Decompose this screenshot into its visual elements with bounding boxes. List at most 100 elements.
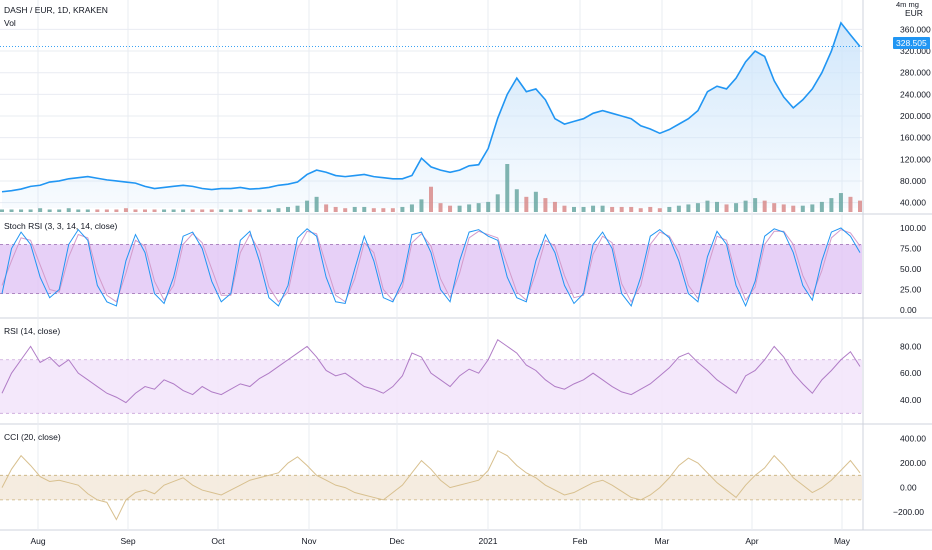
price-axis-label: 200.000 bbox=[900, 111, 931, 121]
volume-bar bbox=[467, 204, 472, 212]
volume-bar bbox=[724, 204, 729, 212]
volume-bar bbox=[381, 208, 386, 212]
stoch-axis-label: 0.00 bbox=[900, 305, 917, 315]
volume-bar bbox=[533, 191, 538, 212]
price-axis-label: 320.000 bbox=[900, 46, 931, 56]
volume-bar bbox=[610, 206, 615, 212]
volume-bar bbox=[619, 206, 624, 212]
volume-bar bbox=[438, 203, 443, 212]
cci-line bbox=[1, 450, 861, 521]
volume-bar bbox=[495, 194, 500, 212]
volume-bar bbox=[219, 209, 224, 212]
volume-bar bbox=[848, 196, 853, 212]
rsi-line bbox=[1, 338, 861, 404]
x-tick-label: Oct bbox=[211, 536, 225, 546]
volume-bar bbox=[85, 209, 90, 212]
volume-bar bbox=[810, 204, 815, 212]
volume-bar bbox=[0, 209, 4, 212]
volume-bar bbox=[152, 209, 157, 212]
volume-bar bbox=[123, 208, 128, 212]
stoch-axis-label: 50.00 bbox=[900, 264, 922, 274]
volume-bar bbox=[419, 199, 424, 212]
volume-bar bbox=[38, 208, 43, 212]
price-area-fill bbox=[2, 22, 860, 208]
volume-bar bbox=[743, 200, 748, 212]
volume-bar bbox=[324, 204, 329, 212]
volume-bar bbox=[19, 209, 24, 212]
volume-bar bbox=[838, 193, 843, 212]
price-line bbox=[1, 21, 861, 193]
unit-mark: 4m mg bbox=[896, 0, 919, 9]
price-axis-label: 240.000 bbox=[900, 89, 931, 99]
volume-bar bbox=[762, 200, 767, 212]
symbol-title: DASH / EUR, 1D, KRAKEN bbox=[4, 5, 108, 15]
volume-bar bbox=[781, 204, 786, 212]
volume-bar bbox=[695, 203, 700, 212]
volume-bar bbox=[409, 204, 414, 212]
volume-bar bbox=[162, 209, 167, 212]
volume-bar bbox=[209, 209, 214, 212]
volume-bar bbox=[190, 209, 195, 212]
volume-bar bbox=[791, 205, 796, 212]
volume-bar bbox=[114, 209, 119, 212]
volume-bar bbox=[247, 209, 252, 212]
price-axis-label: 120.000 bbox=[900, 154, 931, 164]
cci-band bbox=[0, 475, 862, 500]
volume-bar bbox=[28, 209, 33, 212]
volume-bar bbox=[476, 203, 481, 212]
price-axis-label: 360.000 bbox=[900, 24, 931, 34]
x-tick-label: May bbox=[834, 536, 851, 546]
volume-bar bbox=[429, 186, 433, 212]
volume-bar bbox=[9, 209, 14, 212]
volume-bar bbox=[676, 205, 681, 212]
volume-bar bbox=[295, 205, 300, 212]
volume-bar bbox=[104, 209, 109, 212]
cci-title: CCI (20, close) bbox=[4, 432, 61, 442]
volume-bar bbox=[819, 201, 824, 212]
volume-bar bbox=[858, 200, 862, 212]
volume-bar bbox=[257, 209, 262, 212]
volume-bar bbox=[343, 208, 348, 212]
x-tick-label: Nov bbox=[301, 536, 317, 546]
volume-bar bbox=[333, 206, 338, 212]
volume-label: Vol bbox=[4, 18, 16, 28]
volume-bar bbox=[57, 209, 62, 212]
volume-bar bbox=[314, 196, 319, 212]
volume-bar bbox=[95, 209, 100, 212]
stoch-axis-label: 25.00 bbox=[900, 285, 922, 295]
price-axis-label: 280.000 bbox=[900, 68, 931, 78]
rsi-axis-label: 60.00 bbox=[900, 368, 922, 378]
volume-bar bbox=[552, 201, 557, 212]
price-axis-label: 160.000 bbox=[900, 133, 931, 143]
volume-bar bbox=[753, 198, 758, 212]
stoch-axis-label: 100.00 bbox=[900, 223, 926, 233]
rsi-title: RSI (14, close) bbox=[4, 326, 61, 336]
cci-axis-label: 200.00 bbox=[900, 458, 926, 468]
volume-bar bbox=[715, 201, 719, 212]
volume-bar bbox=[648, 206, 653, 212]
x-tick-label: Aug bbox=[30, 536, 45, 546]
volume-bar bbox=[238, 209, 243, 212]
volume-bar bbox=[629, 206, 634, 212]
volume-bar bbox=[572, 206, 576, 212]
rsi-axis-label: 80.00 bbox=[900, 341, 922, 351]
stoch-d-line bbox=[1, 229, 861, 303]
volume-bar bbox=[133, 209, 138, 212]
stoch-rsi-title: Stoch RSI (3, 3, 14, 14, close) bbox=[4, 221, 118, 231]
stoch-axis-label: 75.00 bbox=[900, 244, 922, 254]
volume-bar bbox=[305, 200, 310, 212]
volume-bar bbox=[543, 198, 548, 212]
x-tick-label: Mar bbox=[655, 536, 670, 546]
volume-bar bbox=[772, 203, 777, 212]
volume-bar bbox=[266, 209, 271, 212]
rsi-axis-label: 40.00 bbox=[900, 395, 922, 405]
volume-bar bbox=[181, 209, 186, 212]
volume-bar bbox=[448, 205, 453, 212]
volume-bar bbox=[200, 209, 205, 212]
volume-bar bbox=[276, 208, 281, 212]
volume-bar bbox=[362, 206, 367, 212]
volume-bar bbox=[829, 198, 834, 212]
volume-bar bbox=[286, 206, 290, 212]
